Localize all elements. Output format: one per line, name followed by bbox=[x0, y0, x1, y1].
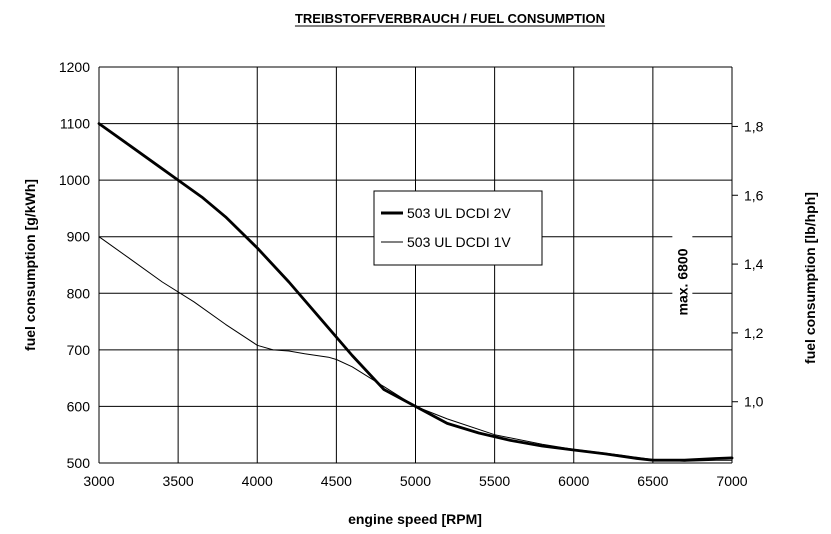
x-tick-7000: 7000 bbox=[716, 473, 747, 489]
legend: 503 UL DCDI 2V 503 UL DCDI 1V bbox=[373, 190, 543, 266]
y-tick-1200: 1200 bbox=[59, 59, 90, 75]
y-tick-700: 700 bbox=[67, 342, 91, 358]
series-line-1v bbox=[98, 236, 733, 462]
y-tick-1000: 1000 bbox=[59, 172, 90, 188]
series-layer bbox=[97, 122, 734, 462]
y-tick-900: 900 bbox=[67, 229, 91, 245]
y2-tick-1,6: 1,6 bbox=[744, 187, 764, 203]
y-tick-1100: 1100 bbox=[60, 116, 90, 132]
legend-label-2v: 503 UL DCDI 2V bbox=[407, 205, 511, 221]
x-tick-5000: 5000 bbox=[400, 473, 431, 489]
legend-label-1v: 503 UL DCDI 1V bbox=[407, 234, 511, 250]
max-rpm-label: max. 6800 bbox=[674, 248, 690, 315]
x-tick-6500: 6500 bbox=[637, 473, 668, 489]
x-tick-4000: 4000 bbox=[242, 473, 273, 489]
y-tick-600: 600 bbox=[67, 398, 91, 414]
y-tick-500: 500 bbox=[67, 455, 91, 471]
y2-tick-1,2: 1,2 bbox=[744, 325, 764, 341]
x-tick-3500: 3500 bbox=[163, 473, 194, 489]
y-tick-800: 800 bbox=[67, 285, 91, 301]
y2-tick-1,0: 1,0 bbox=[744, 394, 764, 410]
annotation-background bbox=[672, 232, 693, 332]
chart-title: TREIBSTOFFVERBRAUCH / FUEL CONSUMPTION bbox=[295, 11, 605, 26]
grid bbox=[98, 66, 738, 464]
x-tick-4500: 4500 bbox=[321, 473, 352, 489]
x-tick-5500: 5500 bbox=[479, 473, 510, 489]
max-rpm-annotation: max. 6800 bbox=[672, 232, 693, 332]
y2-axis-label: fuel consumption [lb/hph] bbox=[802, 192, 818, 364]
legend-box bbox=[373, 190, 543, 266]
y2-tick-1,8: 1,8 bbox=[744, 118, 764, 134]
x-axis-label: engine speed [RPM] bbox=[348, 511, 482, 527]
x-tick-3000: 3000 bbox=[83, 473, 114, 489]
y2-tick-1,4: 1,4 bbox=[744, 256, 764, 272]
y-axis-label: fuel consumption [g/kWh] bbox=[22, 179, 38, 351]
x-tick-6000: 6000 bbox=[558, 473, 589, 489]
tick-labels: 3000 3500 4000 4500 5000 5500 6000 6500 7000 500 6… bbox=[59, 59, 764, 489]
